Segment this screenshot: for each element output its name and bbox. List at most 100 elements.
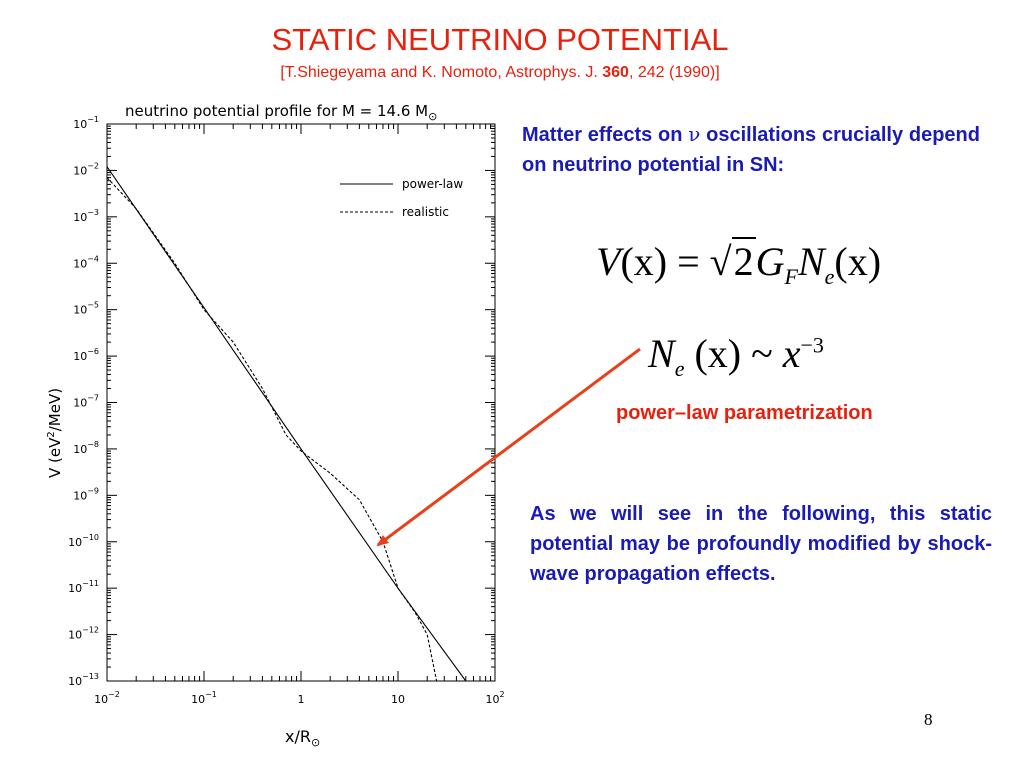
y-tick-label-base-0: 10	[73, 118, 87, 131]
formula-v-arg: (x)	[620, 239, 668, 284]
intro-paragraph: Matter effects on ν oscillations crucial…	[522, 119, 980, 180]
x-axis-label: x/R⊙	[285, 727, 320, 749]
sqrt-icon: √	[709, 239, 732, 284]
formula-v: V	[596, 239, 621, 284]
y-tick-label-base-12: 10	[68, 675, 82, 688]
potential-formula: V(x) = √2GFNe(x)	[596, 237, 882, 290]
y-tick-label-exp-4: −5	[87, 301, 99, 310]
y-tick-label-base-11: 10	[68, 629, 82, 642]
y-tick-label-9: 10−10	[68, 533, 99, 549]
density-exp: −3	[800, 332, 824, 358]
y-tick-label-8: 10−9	[73, 486, 99, 502]
page-number: 8	[924, 710, 933, 729]
y-tick-label-12: 10−13	[68, 672, 99, 688]
density-formula: Ne (x) ~ x−3	[648, 330, 824, 382]
x-axis-label-symbol: ⊙	[311, 736, 320, 749]
y-tick-label-exp-12: −13	[82, 672, 99, 681]
y-tick-label-base-8: 10	[73, 489, 87, 502]
y-tick-label-11: 10−12	[68, 626, 99, 642]
annotation-arrow	[376, 347, 641, 547]
y-tick-label-exp-11: −12	[82, 626, 99, 635]
formula-equals: =	[677, 239, 700, 284]
y-tick-label-5: 10−6	[73, 347, 99, 363]
y-tick-label-2: 10−3	[73, 208, 99, 224]
x-axis-label-text: x/R	[285, 727, 311, 746]
x-tick-label-base-2: 1	[298, 693, 305, 706]
y-tick-label-base-9: 10	[68, 536, 82, 549]
y-tick-label-0: 10−1	[73, 115, 99, 131]
legend-label-realistic: realistic	[402, 205, 449, 219]
density-arg: (x)	[694, 331, 742, 376]
y-tick-label-3: 10−4	[73, 254, 99, 270]
formula-n: N	[797, 239, 825, 284]
y-tick-label-base-10: 10	[68, 582, 82, 595]
x-tick-label-0: 10−2	[94, 690, 120, 706]
series-line-realistic	[107, 177, 438, 681]
intro-text-b: oscillations crucially depend on neutrin…	[522, 124, 980, 176]
y-tick-label-exp-6: −7	[87, 394, 99, 403]
x-tick-label-3: 10	[391, 693, 405, 706]
formula-g: G	[755, 239, 785, 284]
y-tick-label-exp-3: −4	[87, 254, 99, 263]
shock-wave-paragraph: As we will see in the following, this st…	[530, 503, 992, 585]
y-tick-label-exp-5: −6	[87, 347, 99, 356]
chart-title: neutrino potential profile for M = 14.6 …	[125, 102, 437, 123]
x-tick-label-exp-0: −2	[108, 690, 120, 699]
y-tick-label-1: 10−2	[73, 161, 99, 177]
density-n-sub: e	[674, 356, 685, 381]
formula-n-sub: e	[824, 264, 835, 289]
y-tick-label-4: 10−5	[73, 301, 99, 317]
citation-suffix: , 242 (1990)]	[628, 64, 720, 81]
y-axis-label-sup: 2	[46, 431, 57, 437]
legend-label-power-law: power-law	[402, 177, 463, 191]
slide-title: STATIC NEUTRINO POTENTIAL	[271, 22, 729, 57]
y-tick-label-base-5: 10	[73, 350, 87, 363]
citation-prefix: [T.Shiegeyama and K. Nomoto, Astrophys. …	[280, 64, 603, 81]
x-tick-label-exp-1: −1	[205, 690, 217, 699]
x-tick-label-4: 102	[485, 690, 504, 706]
x-tick-label-base-1: 10	[191, 693, 205, 706]
y-tick-label-exp-2: −3	[87, 208, 99, 217]
formula-sqrt-arg: 2	[731, 237, 756, 284]
density-n: N	[648, 331, 675, 376]
y-axis-label-text: V (eV	[46, 437, 64, 478]
x-tick-label-exp-4: 2	[499, 690, 504, 699]
y-tick-label-exp-8: −9	[87, 486, 99, 495]
x-tick-label-base-3: 10	[391, 693, 405, 706]
y-tick-label-exp-0: −1	[87, 115, 99, 124]
density-x: x	[782, 331, 801, 376]
y-tick-label-exp-10: −11	[82, 579, 99, 588]
x-tick-label-base-0: 10	[94, 693, 108, 706]
chart-title-symbol: ⊙	[428, 110, 437, 123]
formula-g-sub: F	[784, 264, 798, 289]
y-axis-label: V (eV2/MeV)	[46, 388, 64, 478]
y-tick-label-exp-7: −8	[87, 440, 99, 449]
chart-legend: power-law realistic	[340, 177, 463, 219]
y-tick-label-base-4: 10	[73, 304, 87, 317]
citation-volume: 360	[602, 64, 629, 81]
y-tick-label-base-1: 10	[73, 164, 87, 177]
y-tick-label-7: 10−8	[73, 440, 99, 456]
potential-chart: 10−2 10−1 1 10 10210−110−210−310−410−510−610…	[46, 102, 505, 749]
y-tick-label-exp-1: −2	[87, 161, 99, 170]
y-tick-label-10: 10−11	[68, 579, 99, 595]
series-line-power-law	[107, 166, 467, 681]
density-tilde: ~	[751, 331, 773, 376]
nu-symbol: ν	[688, 122, 701, 146]
y-tick-label-exp-9: −10	[82, 533, 99, 542]
y-tick-label-base-2: 10	[73, 211, 87, 224]
x-tick-label-2: 1	[298, 693, 305, 706]
y-tick-label-6: 10−7	[73, 394, 99, 410]
chart-title-text: neutrino potential profile for M = 14.6 …	[125, 102, 428, 120]
x-tick-label-1: 10−1	[191, 690, 217, 706]
citation: [T.Shiegeyama and K. Nomoto, Astrophys. …	[0, 64, 1000, 82]
y-tick-label-base-3: 10	[73, 257, 87, 270]
intro-text-a: Matter effects on	[522, 124, 689, 146]
y-tick-label-base-6: 10	[73, 397, 87, 410]
power-law-caption: power–law parametrization	[616, 402, 873, 424]
y-axis-label-tail: /MeV)	[46, 388, 64, 431]
x-tick-label-base-4: 10	[485, 693, 499, 706]
formula-n-arg: (x)	[834, 239, 882, 284]
y-tick-label-base-7: 10	[73, 443, 87, 456]
